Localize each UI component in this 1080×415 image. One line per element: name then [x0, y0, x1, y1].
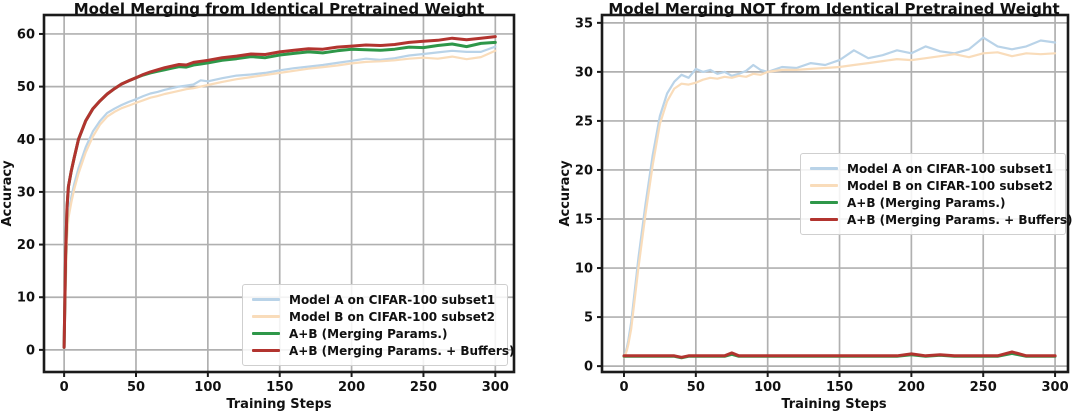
x-tick-label: 0 — [60, 380, 69, 395]
legend-item: Model A on CIFAR-100 subset1 — [810, 160, 1056, 177]
chart-left: 0 50 100 150 200 250 300 0 10 20 30 40 50 60 Accuracy … — [0, 0, 516, 412]
legend-line-swatch — [252, 315, 280, 318]
tick-labels: 0 50 100 150 200 250 300 0 5 10 15 20 25 30 35 — [575, 16, 1069, 395]
legend-label: Model B on CIFAR-100 subset2 — [289, 309, 495, 324]
legend-label: Model A on CIFAR-100 subset1 — [847, 161, 1054, 176]
x-tick-label: 150 — [826, 380, 853, 395]
x-tick-label: 200 — [338, 380, 365, 395]
y-tick-label: 25 — [575, 114, 593, 129]
x-tick-label: 100 — [754, 380, 781, 395]
legend-label: A+B (Merging Params.) — [847, 195, 1006, 210]
chart-title: Model Merging NOT from Identical Pretrai… — [608, 0, 1060, 18]
legend-item: A+B (Merging Params. + Buffers) — [810, 211, 1072, 228]
y-tick-label: 0 — [584, 360, 593, 375]
series-lines — [622, 36, 1057, 360]
legend: Model A on CIFAR-100 subset1 Model B on C… — [800, 153, 1072, 235]
legend-item: Model B on CIFAR-100 subset2 — [810, 177, 1056, 194]
chart-left-svg: 0 50 100 150 200 250 300 0 10 20 30 40 50 60 Accuracy — [0, 13, 516, 395]
x-tick-label: 50 — [127, 380, 145, 395]
y-tick-label: 0 — [26, 343, 35, 358]
legend-line-swatch — [810, 218, 838, 221]
y-tick-label: 50 — [17, 80, 35, 95]
series-line-0 — [62, 45, 497, 349]
legend-label: Model A on CIFAR-100 subset1 — [289, 292, 496, 307]
x-axis-label: Training Steps — [226, 397, 332, 412]
y-tick-label: 5 — [584, 311, 593, 326]
legend-line-swatch — [252, 298, 280, 301]
grid — [44, 15, 514, 372]
x-tick-label: 300 — [1041, 380, 1068, 395]
legend-label: A+B (Merging Params. + Buffers) — [847, 212, 1073, 227]
series-line-1 — [622, 51, 1057, 359]
legend-item: A+B (Merging Params. + Buffers) — [252, 342, 514, 359]
plot-frame — [600, 13, 1070, 374]
series-line-0 — [622, 36, 1057, 359]
y-tick-label: 10 — [575, 262, 593, 277]
legend-label: Model B on CIFAR-100 subset2 — [847, 178, 1053, 193]
legend-item: Model A on CIFAR-100 subset1 — [252, 291, 498, 308]
chart-title: Model Merging from Identical Pretrained … — [73, 0, 485, 18]
legend-line-swatch — [810, 184, 838, 187]
x-tick-label: 300 — [482, 380, 509, 395]
series-line-3 — [62, 35, 497, 349]
y-tick-label: 60 — [17, 27, 35, 42]
y-tick-label: 40 — [17, 133, 35, 148]
y-tick-label: 30 — [17, 185, 35, 200]
series-lines — [62, 35, 497, 349]
x-tick-label: 200 — [898, 380, 925, 395]
plot-frame — [42, 13, 516, 374]
x-tick-label: 50 — [687, 380, 705, 395]
y-tick-label: 10 — [17, 291, 35, 306]
series-line-1 — [62, 49, 497, 349]
tick-labels: 0 50 100 150 200 250 300 0 10 20 30 40 50 60 — [17, 27, 509, 395]
y-tick-label: 30 — [575, 65, 593, 80]
x-tick-label: 150 — [266, 380, 293, 395]
legend-item: A+B (Merging Params.) — [810, 194, 1056, 211]
legend-line-swatch — [252, 332, 280, 335]
x-tick-label: 100 — [194, 380, 221, 395]
legend-label: A+B (Merging Params.) — [289, 326, 448, 341]
x-tick-label: 0 — [619, 380, 628, 395]
series-line-3 — [622, 350, 1057, 359]
x-axis-label: Training Steps — [781, 397, 887, 412]
legend-line-swatch — [810, 201, 838, 204]
x-tick-label: 250 — [970, 380, 997, 395]
legend-label: A+B (Merging Params. + Buffers) — [289, 343, 515, 358]
y-tick-label: 20 — [575, 163, 593, 178]
legend-line-swatch — [252, 349, 280, 352]
x-tick-label: 250 — [410, 380, 437, 395]
y-axis-label: Accuracy — [558, 160, 573, 227]
y-tick-label: 35 — [575, 16, 593, 31]
legend: Model A on CIFAR-100 subset1 Model B on C… — [242, 284, 514, 366]
chart-right: 0 50 100 150 200 250 300 0 5 10 15 20 25 30 35 Accuracy… — [540, 0, 1080, 415]
y-tick-label: 15 — [575, 213, 593, 228]
legend-item: Model B on CIFAR-100 subset2 — [252, 308, 498, 325]
legend-item: A+B (Merging Params.) — [252, 325, 498, 342]
y-tick-label: 20 — [17, 238, 35, 253]
legend-line-swatch — [810, 167, 838, 170]
y-axis-label: Accuracy — [0, 160, 15, 227]
